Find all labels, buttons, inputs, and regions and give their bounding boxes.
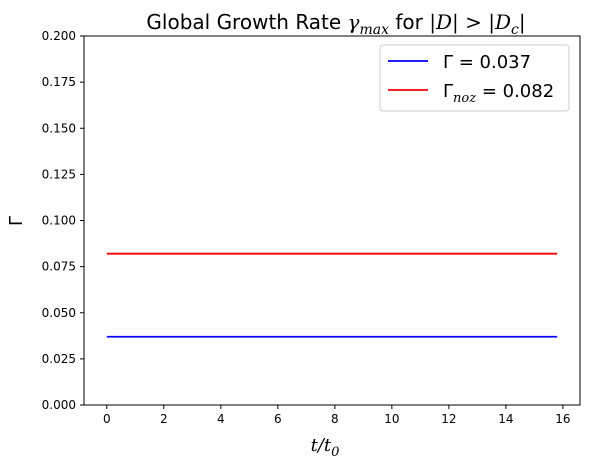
legend: Γ = 0.037 Γnoz = 0.082 bbox=[379, 44, 570, 112]
y-tick-label: 0.025 bbox=[42, 352, 76, 366]
y-tick-label: 0.075 bbox=[42, 260, 76, 274]
x-tick-label: 14 bbox=[498, 412, 513, 426]
title-condition-end: | bbox=[519, 10, 526, 35]
y-tick-label: 0.100 bbox=[42, 214, 76, 228]
legend-item-gamma-noz: Γnoz = 0.082 bbox=[388, 81, 554, 106]
y-tick-label: 0.050 bbox=[42, 306, 76, 320]
x-axis-label: t/t0 bbox=[311, 435, 340, 460]
y-axis-label: Γ bbox=[6, 216, 27, 226]
y-tick-label: 0.175 bbox=[42, 75, 76, 89]
y-tick-label: 0.125 bbox=[42, 167, 76, 181]
x-tick-label: 8 bbox=[331, 412, 339, 426]
x-tick-label: 4 bbox=[217, 412, 225, 426]
x-axis-label-sub: 0 bbox=[331, 445, 339, 460]
x-axis-ticks: 0 2 4 6 8 10 12 14 16 bbox=[103, 405, 571, 426]
x-axis-label-base: t/t bbox=[311, 435, 332, 456]
title-gamma-sub: max bbox=[359, 22, 389, 38]
title-connector: for bbox=[389, 10, 429, 34]
series-layer bbox=[106, 252, 558, 338]
legend-label-gamma-noz: Γnoz = 0.082 bbox=[443, 81, 554, 106]
legend-label-gamma: Γ = 0.037 bbox=[443, 52, 531, 73]
x-tick-label: 0 bbox=[103, 412, 111, 426]
x-tick-label: 2 bbox=[160, 412, 168, 426]
x-tick-label: 6 bbox=[274, 412, 282, 426]
y-tick-label: 0.200 bbox=[42, 29, 76, 43]
legend-item-gamma: Γ = 0.037 bbox=[388, 52, 531, 73]
y-tick-label: 0.000 bbox=[42, 398, 76, 412]
title-prefix: Global Growth Rate bbox=[146, 10, 347, 34]
title-condition-sub: c bbox=[511, 22, 519, 38]
chart-title: Global Growth Rate γmax for |D| > |Dc| bbox=[146, 10, 525, 38]
x-tick-label: 10 bbox=[384, 412, 399, 426]
title-gamma: γ bbox=[348, 10, 360, 34]
x-tick-label: 12 bbox=[441, 412, 456, 426]
y-tick-label: 0.150 bbox=[42, 121, 76, 135]
x-tick-label: 16 bbox=[555, 412, 570, 426]
plot-area: 0 2 4 6 8 10 12 14 16 0.0000.0250.0500.0750.1000… bbox=[42, 29, 581, 426]
y-axis-ticks: 0.000 0.025 0.050 0.075 0.100 0.125 0.150 0.175… bbox=[42, 29, 84, 412]
title-condition: |D| > |D bbox=[429, 10, 511, 35]
